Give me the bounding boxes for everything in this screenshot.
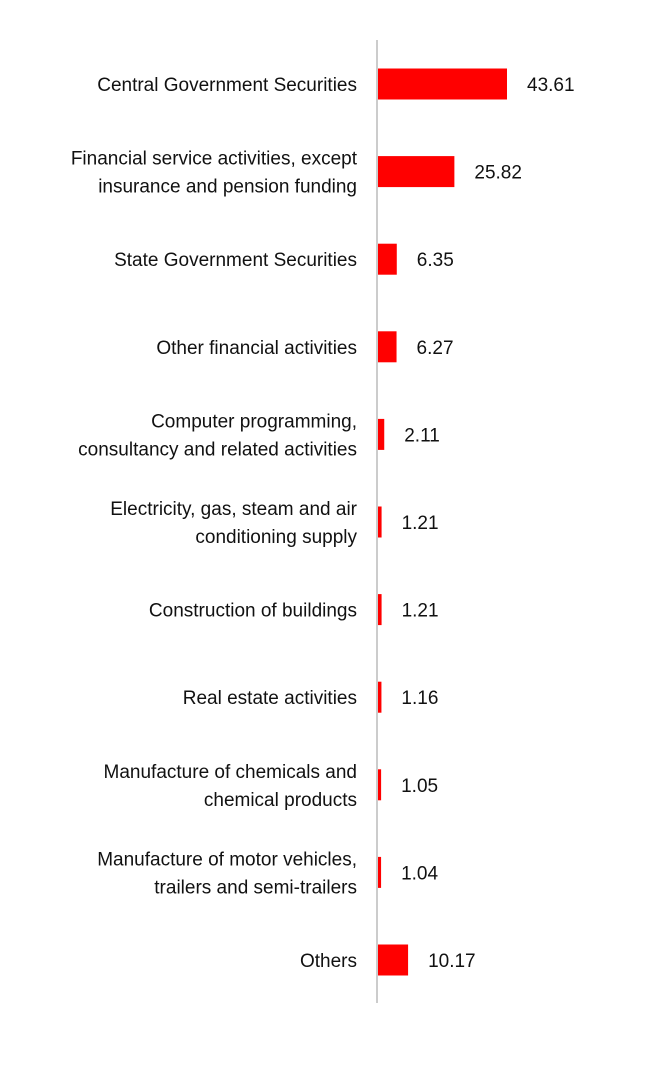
value-labels: 43.61 25.82 6.35 6.27 2.11 1.21 1.21 1.16 1.05 1.… (401, 75, 574, 972)
value-label: 43.61 (527, 75, 575, 96)
value-label: 1.16 (401, 688, 438, 709)
value-label: 2.11 (404, 425, 440, 446)
category-labels: Central Government Securities Financial s… (71, 75, 358, 972)
category-label-line: trailers and semi-trailers (154, 877, 357, 898)
bar (378, 506, 382, 538)
category-label: Construction of buildings (149, 601, 357, 622)
category-label: Real estate activities (183, 688, 357, 709)
category-label-line: Electricity, gas, steam and air (110, 499, 357, 520)
value-label: 1.21 (402, 513, 439, 534)
bars (378, 68, 507, 976)
category-label: Manufacture of chemicals and chemical pro… (104, 762, 357, 811)
value-label: 1.05 (401, 776, 438, 797)
category-label: Financial service activities, except insu… (71, 149, 358, 198)
category-label-line: Manufacture of motor vehicles, (97, 849, 357, 870)
category-label: Computer programming, consultancy and rel… (78, 411, 357, 460)
category-label: State Government Securities (114, 250, 357, 271)
category-label-line: consultancy and related activities (78, 439, 357, 460)
value-label: 6.35 (417, 250, 454, 271)
bar (378, 68, 507, 100)
category-label: Other financial activities (156, 338, 357, 359)
category-label-line: State Government Securities (114, 250, 357, 271)
category-label-line: Computer programming, (151, 411, 357, 432)
bar (378, 594, 382, 626)
bar (378, 856, 382, 888)
category-label-line: Financial service activities, except (71, 149, 358, 170)
bar (378, 681, 382, 713)
category-label-line: chemical products (204, 790, 357, 811)
category-label: Central Government Securities (97, 75, 357, 96)
bar (378, 418, 385, 450)
bar (378, 243, 397, 275)
value-label: 1.21 (402, 601, 439, 622)
category-label-line: Construction of buildings (149, 601, 357, 622)
category-label: Manufacture of motor vehicles, trailers a… (97, 849, 357, 898)
category-label-line: Others (300, 951, 357, 972)
category-label-line: conditioning supply (195, 527, 357, 548)
bar (378, 944, 409, 976)
value-label: 6.27 (417, 338, 454, 359)
category-label-line: Real estate activities (183, 688, 357, 709)
value-label: 25.82 (474, 163, 522, 184)
category-label-line: insurance and pension funding (98, 177, 357, 198)
category-label-line: Other financial activities (156, 338, 357, 359)
category-label-line: Manufacture of chemicals and (104, 762, 357, 783)
category-label: Others (300, 951, 357, 972)
bar (378, 156, 455, 188)
bar (378, 331, 397, 363)
category-label: Electricity, gas, steam and air condition… (110, 499, 357, 548)
value-label: 1.04 (401, 863, 438, 884)
value-label: 10.17 (428, 951, 476, 972)
bar (378, 769, 382, 801)
category-label-line: Central Government Securities (97, 75, 357, 96)
